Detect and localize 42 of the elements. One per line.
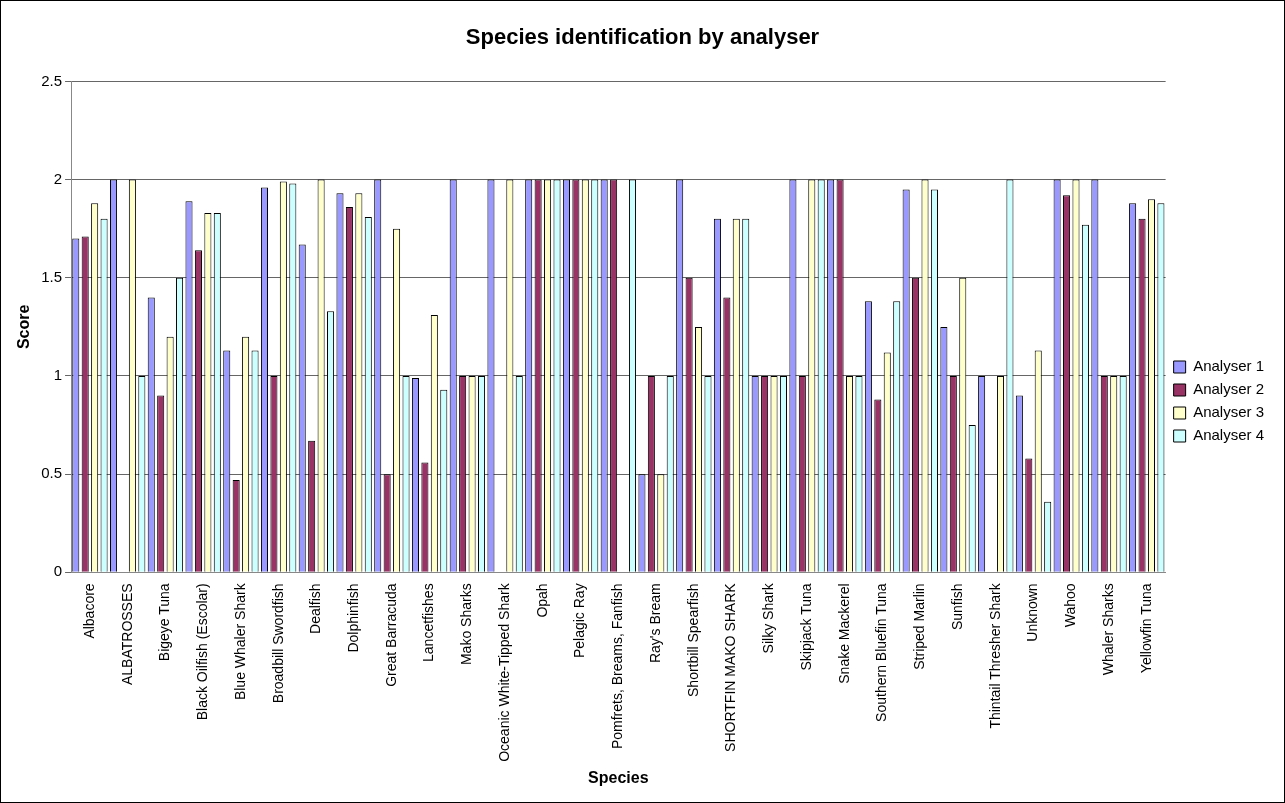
chart-title: Species identification by analyser: [465, 24, 820, 50]
x-tick-label: Albacore: [80, 583, 97, 639]
x-tick-label: Shortbill Spearfish: [684, 583, 701, 697]
x-tick-label: Pelagic Ray: [571, 583, 588, 659]
x-tick-label: Dolphinfish: [344, 583, 361, 653]
y-tick-label: 2.5: [41, 71, 63, 89]
x-tick-label: Ray's Bream: [646, 583, 663, 664]
x-tick-label: Black Oilfish (Escolar): [194, 583, 211, 721]
legend-label: Analyser 1: [1193, 357, 1265, 375]
x-tick-label: Broadbill Swordfish: [269, 583, 286, 704]
x-tick-label: Sunfish: [948, 583, 965, 631]
y-tick-label: 0: [53, 562, 63, 580]
x-tick-label: Skipjack Tuna: [797, 583, 814, 671]
legend-label: Analyser 2: [1193, 380, 1265, 398]
x-tick-label: SHORTFIN MAKO SHARK: [722, 582, 739, 752]
x-tick-label: Opah: [533, 583, 550, 618]
x-tick-label: Silky Shark: [760, 582, 777, 654]
y-tick-label: 0.5: [41, 464, 63, 482]
x-tick-label: Unknown: [1024, 583, 1041, 642]
x-tick-label: Oceanic White-Tipped Shark: [495, 582, 512, 762]
x-tick-label: Lancetfishes: [420, 583, 437, 662]
legend-label: Analyser 4: [1193, 426, 1265, 444]
y-tick-label: 1.5: [41, 267, 63, 285]
y-tick-label: 2: [53, 169, 63, 187]
x-tick-label: Blue Whaler Shark: [231, 582, 248, 701]
x-tick-label: Pomfrets, Breams, Fanfish: [609, 583, 626, 750]
x-tick-label: Snake Mackerel: [835, 583, 852, 684]
x-tick-label: Southern Bluefin Tuna: [873, 583, 890, 722]
x-tick-label: Yellowfin Tuna: [1137, 583, 1154, 674]
x-tick-label: Mako Sharks: [458, 583, 475, 666]
x-axis-title: Species: [588, 768, 649, 786]
x-tick-label: Great Barracuda: [382, 583, 399, 687]
x-tick-label: Dealfish: [307, 583, 324, 634]
x-tick-label: Bigeye Tuna: [156, 583, 173, 662]
x-tick-label: ALBATROSSES: [118, 583, 135, 686]
legend-label: Analyser 3: [1193, 403, 1265, 421]
x-tick-label: Wahoo: [1062, 583, 1079, 628]
x-tick-label: Striped Marlin: [911, 583, 928, 670]
y-tick-label: 1: [53, 366, 63, 384]
x-tick-label: Whaler Sharks: [1099, 583, 1116, 676]
y-axis-title: Score: [15, 304, 33, 350]
x-tick-label: Thintail Thresher Shark: [986, 582, 1003, 729]
